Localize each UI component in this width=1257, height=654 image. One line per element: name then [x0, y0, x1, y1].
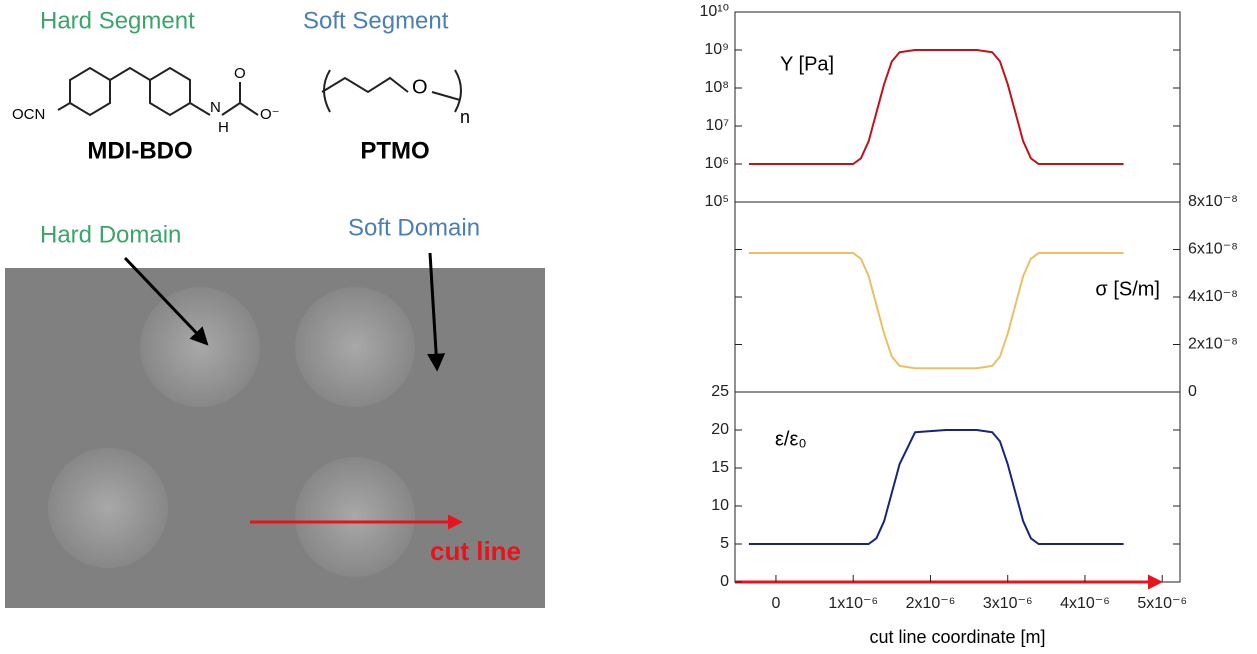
atom: O	[412, 76, 428, 98]
soft-segment-label: Soft Segment	[303, 7, 449, 34]
curve	[749, 253, 1124, 368]
y-tick-label: 25	[711, 383, 729, 400]
y-tick-label: 10⁷	[705, 117, 729, 134]
figure: Hard Segment Soft Segment OCN N H O O⁻ O…	[0, 0, 1257, 654]
x-tick-label: 3x10⁻⁶	[983, 595, 1033, 612]
y-tick-label: 8x10⁻⁸	[1188, 193, 1238, 210]
hard-name: MDI-BDO	[87, 137, 192, 164]
soft-name: PTMO	[360, 137, 429, 164]
x-tick-label: 5x10⁻⁶	[1137, 595, 1187, 612]
y-tick-label: 10⁸	[704, 79, 729, 96]
cut-line-label: cut line	[430, 536, 521, 566]
y-tick-label: 10⁵	[705, 193, 729, 210]
x-tick-label: 0	[771, 595, 780, 612]
hard-domain-label: Hard Domain	[40, 221, 181, 248]
x-axis-label: cut line coordinate [m]	[869, 627, 1045, 647]
atom: H	[218, 119, 229, 136]
soft-domain-label: Soft Domain	[348, 214, 480, 241]
ptmo-structure	[322, 70, 461, 112]
atom: O	[234, 65, 246, 82]
domain	[48, 448, 168, 568]
atom: OCN	[12, 106, 45, 123]
y-tick-label: 2x10⁻⁸	[1188, 336, 1238, 353]
atom: n	[460, 107, 470, 127]
hard-segment-label: Hard Segment	[40, 7, 195, 34]
y-tick-label: 10	[711, 497, 729, 514]
y-tick-label: 10⁶	[705, 155, 729, 172]
y-tick-label: 10¹⁰	[699, 3, 729, 20]
y-tick-label: 20	[711, 421, 729, 438]
x-tick-label: 4x10⁻⁶	[1060, 595, 1110, 612]
y-tick-label: 0	[1188, 383, 1197, 400]
mdi-structure	[58, 68, 258, 115]
panel-label: Y [Pa]	[780, 53, 834, 75]
panel-label: σ [S/m]	[1095, 278, 1160, 300]
panel-label: ε/ε₀	[775, 428, 807, 450]
domain	[295, 457, 415, 577]
atom: N	[210, 99, 221, 116]
x-tick-label: 2x10⁻⁶	[906, 595, 956, 612]
y-tick-label: 15	[711, 459, 729, 476]
domain	[295, 287, 415, 407]
y-tick-label: 0	[720, 573, 729, 590]
y-tick-label: 10⁹	[704, 41, 729, 58]
x-tick-label: 1x10⁻⁶	[828, 595, 878, 612]
y-tick-label: 6x10⁻⁸	[1188, 241, 1238, 258]
domain	[140, 287, 260, 407]
y-tick-label: 4x10⁻⁸	[1188, 288, 1238, 305]
y-tick-label: 5	[720, 535, 729, 552]
atom: O⁻	[260, 106, 280, 123]
